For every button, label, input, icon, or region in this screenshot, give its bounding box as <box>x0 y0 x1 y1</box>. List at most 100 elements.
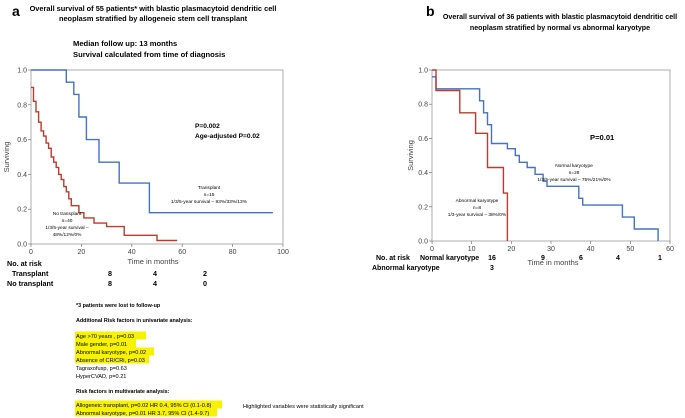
abnormal-label-line: 1/3-year survival – 38%/0% <box>448 212 507 218</box>
highlight-box <box>75 400 222 409</box>
panel-a-curves <box>31 69 273 242</box>
panel-b-risk-value: 6 <box>579 255 583 262</box>
panel-b-abnormal-label: Abnormal karyotype n=8 1/3-year survival… <box>448 198 507 218</box>
x-tick-label: 40 <box>128 249 136 256</box>
univariate-item: Abnormal karyotype, p=0.02 <box>76 350 146 356</box>
panel-a-axes: 0.0 0.2 0.4 0.6 0.8 1.0 0 20 40 60 80 100 Time in mo… <box>2 68 289 267</box>
y-axis-label: Surviving <box>406 140 415 171</box>
univariate-item: Male gender, p=0.01 <box>76 342 127 348</box>
panel-a-risk-value: 0 <box>203 279 207 288</box>
panel-b-risk-value: 4 <box>616 255 620 262</box>
panel-a-footnote: *3 patients were lost to follow-up <box>76 303 161 309</box>
x-tick-label: 40 <box>587 246 595 253</box>
y-tick-label: 0.2 <box>17 207 27 214</box>
transplant-label-line: 1/3/5-year survival – 93%/33%/13% <box>171 199 248 205</box>
abnormal-label-line: n=8 <box>473 205 481 211</box>
panel-a-median-follow-up: Median follow up: 13 months <box>73 39 177 48</box>
no-transplant-label-line: n=40 <box>62 218 73 224</box>
panel-b-at-risk-title: No. at risk <box>376 255 410 262</box>
y-axis-label: Surviving <box>2 142 11 173</box>
panel-b-normal-label: Normal karyotype n=28 1/3/5-year surviva… <box>537 163 611 183</box>
x-axis-label: Time in months <box>128 257 179 266</box>
x-tick-label: 60 <box>178 249 186 256</box>
x-tick-label: 30 <box>547 246 555 253</box>
panel-b-risk-value: 3 <box>490 265 494 272</box>
panel-a-risk-value: 8 <box>108 269 112 278</box>
panel-a-at-risk-title: No. at risk <box>7 259 42 268</box>
panel-b-risk-value: 9 <box>541 255 545 262</box>
plot-frame <box>30 69 284 245</box>
x-axis-label: Time in months <box>528 258 579 267</box>
panel-b-title-line1: Overall survival of 36 patients with bla… <box>443 13 677 21</box>
panel-b-risk-value: 16 <box>488 255 496 262</box>
univariate-item: Tagraxofusp, p=0.63 <box>76 366 127 372</box>
y-tick-label: 0.4 <box>418 170 428 177</box>
panel-a-p-value: P=0.002 <box>195 123 220 130</box>
y-tick-label: 0.6 <box>17 137 27 144</box>
multivariate-item: Allogeneic transplant, p=0.02 HR 0.4, 95… <box>76 403 212 409</box>
x-tick-label: 10 <box>468 246 476 253</box>
univariate-item: Absence of CR/CRi, p=0.03 <box>76 358 145 364</box>
multivariate-item: Abnormal karyotype, p=0.01 HR 3.7, 95% C… <box>76 411 209 417</box>
normal-label-line: 1/3/5-year survival – 75%/21%/0% <box>537 177 611 183</box>
highlight-box <box>75 339 136 348</box>
x-tick-label: 50 <box>626 246 634 253</box>
panel-a-risk-value: 4 <box>153 269 157 278</box>
univariate-item: HyperCVAD, p=0.21 <box>76 374 126 380</box>
x-tick-label: 60 <box>666 246 674 253</box>
panel-a-age-adjusted-p: Age-adjusted P=0.02 <box>195 133 260 140</box>
x-tick-label: 0 <box>29 249 33 256</box>
survival-curve-abnormal-karyotype <box>432 69 509 241</box>
panel-a-title-line1: Overall survival of 55 patients* with bl… <box>30 4 277 13</box>
x-tick-label: 20 <box>507 246 515 253</box>
survival-curve-normal-karyotype <box>432 76 659 241</box>
y-tick-label: 0.6 <box>418 136 428 143</box>
highlight-box <box>75 347 154 356</box>
y-tick-label: 0.2 <box>418 204 428 211</box>
panel-b-risk-value: 1 <box>658 255 662 262</box>
highlight-box <box>75 331 146 340</box>
panel-b-p-value: P=0.01 <box>590 133 615 142</box>
transplant-label-line: Transplant <box>198 185 221 191</box>
panel-b-letter: b <box>426 3 435 19</box>
panel-a-title-line2: neoplasm stratified by allogeneic stem c… <box>59 14 248 23</box>
x-tick-label: 100 <box>277 249 289 256</box>
panel-a-risk-row-label: No transplant <box>7 279 54 288</box>
normal-label-line: n=28 <box>569 170 580 176</box>
no-transplant-label-line: 1/3/5-year survival – <box>45 225 89 231</box>
no-transplant-label-line: 48%/12%/0% <box>53 232 83 238</box>
panel-a-letter: a <box>12 3 20 19</box>
highlight-note: Highlighted variables were statistically… <box>243 404 364 410</box>
y-tick-label: 0.4 <box>17 172 27 179</box>
panel-a-risk-row-label: Transplant <box>12 269 49 278</box>
univariate-item: Age >70 years , p=0.03 <box>76 334 134 340</box>
survival-curve-no-transplant <box>31 86 178 242</box>
normal-label-line: Normal karyotype <box>555 163 593 169</box>
panel-a-survival-calc: Survival calculated from time of diagnos… <box>73 50 225 59</box>
panel-a-no-transplant-label: No transplant n=40 1/3/5-year survival –… <box>45 211 89 238</box>
univariate-title: Additional Risk factors in univariate an… <box>76 318 193 324</box>
panel-a-risk-value: 4 <box>153 279 157 288</box>
no-transplant-label-line: No transplant <box>53 211 82 217</box>
y-tick-label: 0.8 <box>418 102 428 109</box>
panel-a-risk-value: 2 <box>203 269 207 278</box>
panel-a-risk-value: 8 <box>108 279 112 288</box>
multivariate-title: Risk factors in multivariate analysis: <box>76 389 170 395</box>
x-tick-label: 0 <box>430 246 434 253</box>
panel-a-transplant-label: Transplant n=15 1/3/5-year survival – 93… <box>171 185 248 205</box>
y-tick-label: 0.8 <box>17 102 27 109</box>
panel-b-curves <box>432 69 659 241</box>
y-tick-label: 0.0 <box>418 239 428 246</box>
panel-b-risk-row-label: Normal karyotype <box>420 255 479 262</box>
y-tick-label: 1.0 <box>418 68 428 75</box>
x-tick-label: 20 <box>78 249 86 256</box>
y-tick-label: 1.0 <box>17 68 27 75</box>
panel-b-title-line2: neoplasm stratified by normal vs abnorma… <box>470 24 650 32</box>
y-tick-label: 0.0 <box>17 242 27 249</box>
highlight-box <box>75 355 149 364</box>
transplant-label-line: n=15 <box>204 192 215 198</box>
highlight-box <box>75 408 217 417</box>
panel-b-axes: 0.0 0.2 0.4 0.6 0.8 1.0 0 10 20 30 40 50 60 Time in m… <box>406 68 674 268</box>
abnormal-label-line: Abnormal karyotype <box>456 198 499 204</box>
